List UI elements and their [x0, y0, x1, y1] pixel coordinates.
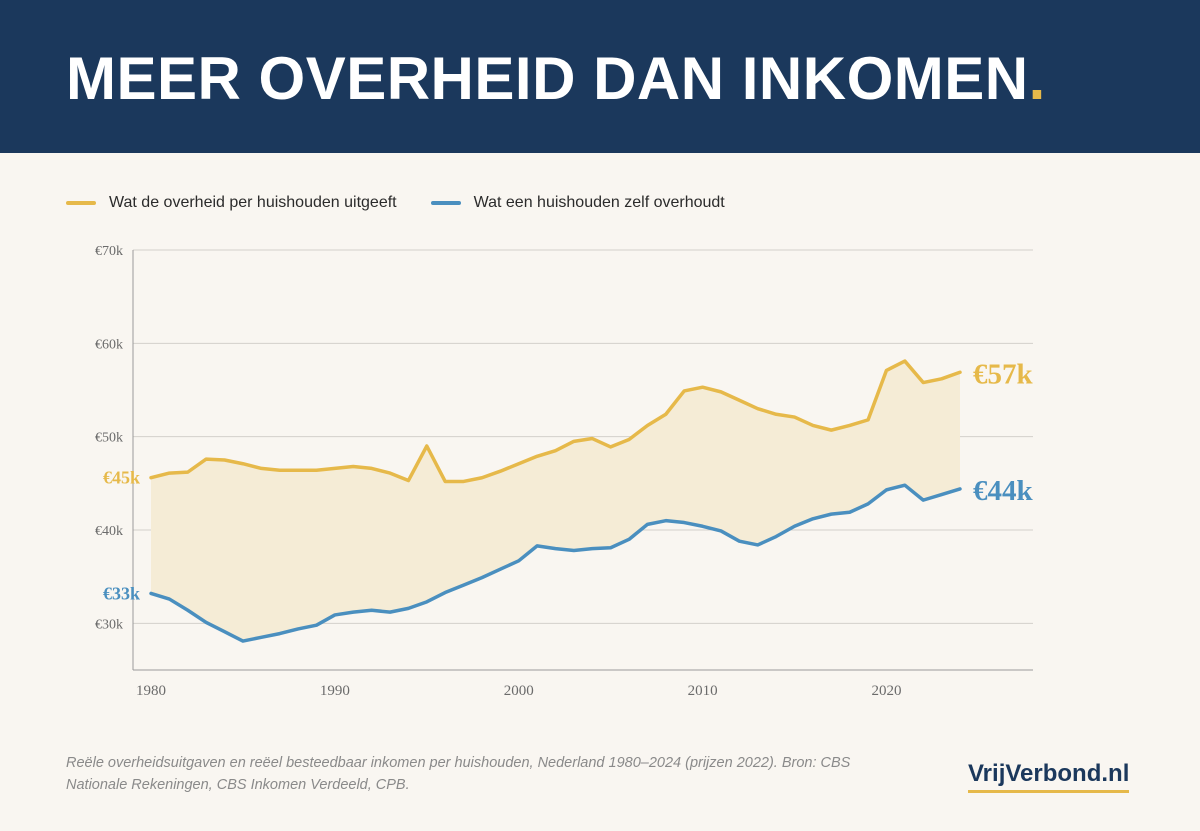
fill-between-area: [151, 361, 960, 642]
start-label-household: €33k: [103, 583, 140, 603]
start-label-government: €45k: [103, 468, 140, 488]
page-title-text: MEER OVERHEID DAN INKOMEN: [66, 45, 1029, 112]
y-tick-label: €40k: [95, 524, 123, 539]
x-tick-label: 2010: [688, 683, 718, 699]
x-tick-label: 2000: [504, 683, 534, 699]
y-tick-label: €30k: [95, 617, 123, 632]
header-banner: MEER OVERHEID DAN INKOMEN.: [0, 0, 1200, 153]
end-label-household: €44k: [973, 475, 1034, 507]
legend-label-government: Wat de overheid per huishouden uitgeeft: [109, 194, 397, 211]
legend-item-household: Wat een huishouden zelf overhoudt: [430, 194, 725, 212]
y-tick-label: €60k: [95, 337, 123, 352]
legend-label-household: Wat een huishouden zelf overhoudt: [473, 194, 725, 211]
source-footnote: Reële overheidsuitgaven en reëel besteed…: [66, 755, 851, 793]
x-tick-label: 2020: [871, 683, 901, 699]
page-title: MEER OVERHEID DAN INKOMEN.: [66, 44, 1046, 114]
series-line-household: [149, 483, 962, 643]
title-accent-dot: .: [1028, 45, 1046, 112]
x-tick-label: 1990: [320, 683, 350, 699]
legend-item-government: Wat de overheid per huishouden uitgeeft: [66, 194, 397, 212]
y-tick-label: €70k: [95, 244, 123, 259]
x-tick-label: 1980: [136, 683, 166, 699]
y-tick-label: €50k: [95, 431, 123, 446]
brand-logo-text: VrijVerbond.nl: [968, 760, 1130, 793]
series-line-government: [149, 359, 962, 484]
end-label-government: €57k: [973, 358, 1034, 390]
chart-legend: Wat de overheid per huishouden uitgeeft …: [66, 191, 759, 215]
legend-swatch-household: [430, 201, 461, 205]
legend-swatch-government: [66, 201, 96, 205]
